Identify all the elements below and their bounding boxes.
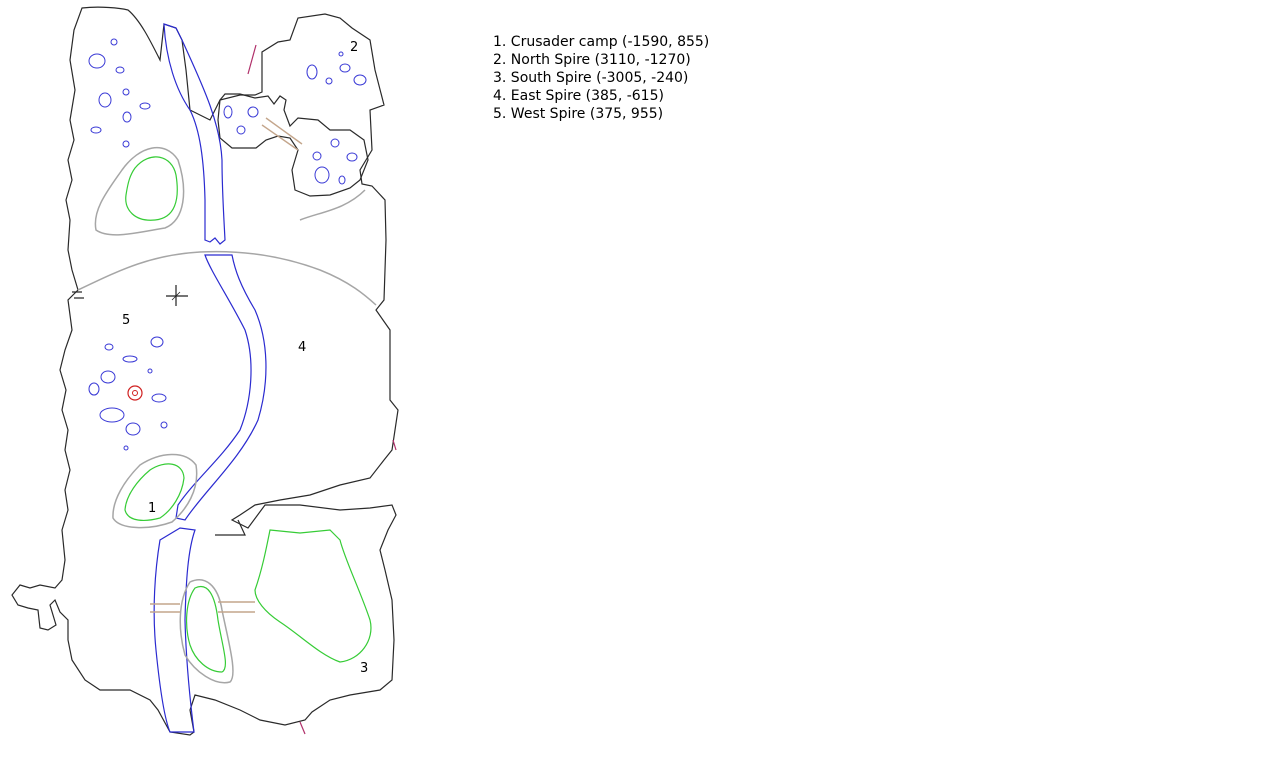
- target-marker-icon: [127, 385, 143, 401]
- hill-south: [179, 579, 234, 684]
- gate-south: [299, 721, 306, 735]
- river: [163, 23, 226, 245]
- ponds: [88, 38, 367, 451]
- ridge-line-northeast: [299, 189, 366, 221]
- pond: [98, 92, 112, 108]
- pond: [122, 140, 130, 148]
- pond: [122, 111, 132, 123]
- bridge-south-west: [150, 603, 180, 613]
- pond: [325, 77, 333, 85]
- landmass-outline: [11, 6, 399, 736]
- pond: [236, 125, 246, 135]
- river-lower: [175, 254, 267, 521]
- pond: [338, 51, 344, 57]
- pond: [353, 74, 367, 86]
- pond: [150, 336, 164, 348]
- pond: [123, 445, 129, 451]
- grass-south-small: [185, 586, 226, 673]
- pond: [115, 66, 125, 74]
- bridge-north: [261, 117, 303, 151]
- legend-item-south-spire: 3. South Spire (-3005, -240): [493, 70, 689, 86]
- bridge-south-east: [218, 601, 255, 613]
- pond: [306, 64, 318, 80]
- region-label-5: 5: [122, 313, 130, 328]
- pond: [330, 138, 340, 148]
- pond: [110, 38, 118, 46]
- pond: [139, 102, 151, 110]
- pond: [314, 166, 330, 184]
- pond: [99, 407, 125, 423]
- pond: [122, 355, 138, 363]
- hill-camp: [112, 453, 198, 529]
- gate-north: [247, 44, 257, 75]
- pond: [223, 105, 233, 119]
- region-label-4: 4: [298, 340, 306, 355]
- legend-item-north-spire: 2. North Spire (3110, -1270): [493, 52, 691, 68]
- pond: [151, 393, 167, 403]
- entry-line-south: [215, 519, 246, 536]
- pond: [160, 421, 168, 429]
- pond: [100, 370, 116, 384]
- grass-northwest: [125, 156, 178, 221]
- pond: [147, 368, 153, 374]
- location-legend: 1. Crusader camp (-1590, 855) 2. North S…: [493, 33, 709, 123]
- pond: [339, 63, 351, 73]
- ridge-line-north: [77, 250, 377, 306]
- river-south: [153, 527, 196, 733]
- pond: [90, 126, 102, 134]
- gate-west: [72, 291, 84, 299]
- pond: [312, 151, 322, 161]
- grass-camp: [124, 463, 185, 521]
- pond: [247, 106, 259, 118]
- grass-south-large: [254, 529, 372, 663]
- legend-item-west-spire: 5. West Spire (375, 955): [493, 106, 664, 122]
- pond: [338, 175, 346, 185]
- hill-northwest: [94, 146, 185, 236]
- legend-item-crusader-camp: 1. Crusader camp (-1590, 855): [493, 34, 710, 50]
- pond: [122, 88, 130, 96]
- north-island-outline: [217, 93, 369, 197]
- region-label-3: 3: [360, 661, 368, 676]
- pond: [346, 152, 358, 162]
- region-label-2: 2: [350, 40, 358, 55]
- pond: [88, 53, 106, 69]
- crosshair-icon: [166, 285, 188, 306]
- gate-east: [392, 439, 397, 451]
- legend-item-east-spire: 4. East Spire (385, -615): [493, 88, 664, 104]
- pond: [125, 422, 141, 436]
- pond: [104, 343, 114, 351]
- region-label-1: 1: [148, 501, 156, 516]
- pond: [88, 382, 100, 396]
